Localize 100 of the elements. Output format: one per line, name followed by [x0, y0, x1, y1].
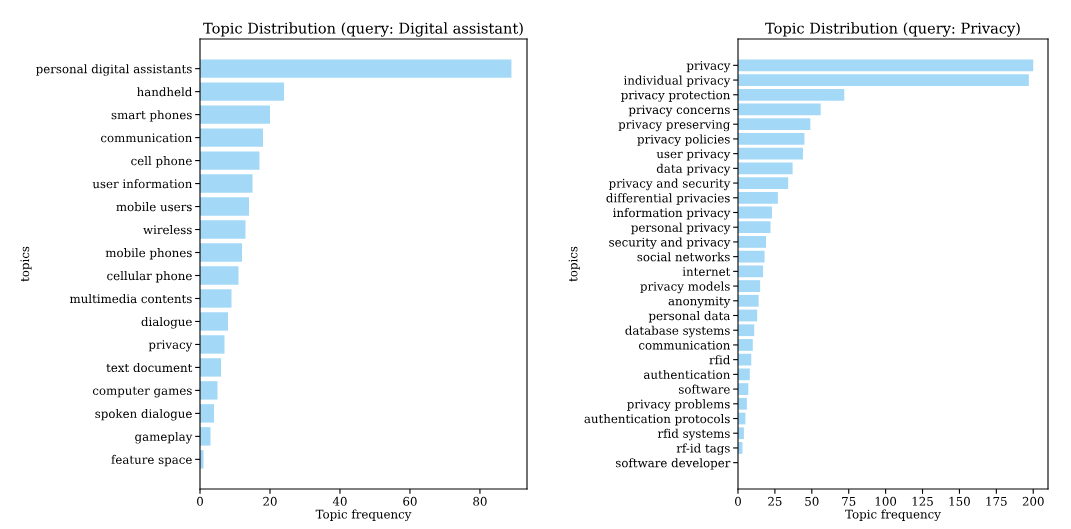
- y-tick-label: cell phone: [131, 156, 192, 168]
- bar: [738, 118, 811, 131]
- bar: [738, 397, 747, 410]
- bar: [200, 105, 270, 124]
- chart-title: Topic Distribution (query: Privacy): [765, 22, 1020, 37]
- x-tick-label: 80: [473, 496, 487, 506]
- y-tick-label: personal privacy: [631, 222, 731, 235]
- y-tick-label: privacy models: [640, 281, 730, 294]
- y-tick-label: anonymity: [668, 296, 731, 308]
- y-tick-label: personal data: [648, 311, 731, 323]
- y-tick-label: user information: [92, 179, 193, 189]
- y-tick-label: privacy: [686, 61, 731, 73]
- bar: [738, 324, 755, 337]
- x-tick-label: 125: [912, 496, 933, 506]
- bar: [738, 133, 805, 145]
- bar: [200, 266, 239, 285]
- bar: [738, 191, 778, 204]
- bar: [738, 339, 753, 351]
- y-tick-label: communication: [100, 133, 193, 143]
- y-tick-label: gameplay: [135, 431, 193, 444]
- bar: [200, 358, 221, 377]
- y-axis-title: topics: [20, 246, 32, 282]
- x-axis-title: Topic frequency: [845, 509, 941, 522]
- y-tick-label: mobile users: [116, 202, 192, 212]
- x-tick-label: 75: [842, 497, 856, 506]
- bar: [738, 236, 767, 248]
- y-tick-label: privacy and security: [608, 178, 731, 191]
- y-tick-label: rfid: [709, 355, 731, 365]
- bar: [738, 353, 752, 366]
- y-tick-label: wireless: [143, 225, 192, 235]
- y-tick-label: privacy: [148, 340, 193, 352]
- y-tick-label: user privacy: [656, 149, 731, 161]
- bar: [200, 335, 225, 354]
- y-tick-label: privacy protection: [621, 90, 731, 102]
- y-tick-label: rfid systems: [657, 428, 730, 441]
- y-tick-label: security and privacy: [609, 237, 731, 250]
- bar: [200, 82, 284, 101]
- x-tick-label: 60: [403, 496, 417, 506]
- y-tick-label: privacy problems: [627, 399, 730, 411]
- bar: [200, 312, 228, 331]
- y-tick-label: mobile phones: [105, 248, 192, 260]
- x-tick-label: 175: [986, 496, 1007, 506]
- y-tick-label: data privacy: [656, 163, 731, 176]
- y-tick-label: authentication protocols: [584, 414, 730, 426]
- bar: [200, 243, 242, 262]
- y-tick-label: feature space: [111, 454, 192, 467]
- y-tick-label: dialogue: [141, 316, 192, 329]
- bar: [738, 206, 772, 219]
- x-tick-label: 150: [949, 496, 970, 506]
- bar: [738, 265, 764, 278]
- y-tick-label: software: [678, 384, 730, 394]
- bar: [200, 151, 260, 170]
- y-tick-label: software developer: [615, 458, 731, 470]
- x-tick-label: 0: [735, 496, 741, 506]
- bar: [738, 368, 750, 381]
- bar: [200, 128, 263, 147]
- y-tick-label: information privacy: [613, 208, 731, 220]
- bar: [738, 103, 821, 116]
- y-tick-label: handheld: [137, 87, 193, 97]
- x-tick-label: 20: [263, 496, 277, 506]
- bar: [738, 74, 1029, 86]
- y-tick-label: individual privacy: [623, 75, 731, 88]
- x-tick-label: 100: [875, 496, 897, 506]
- y-tick-label: database systems: [625, 325, 730, 338]
- y-tick-label: communication: [638, 340, 731, 350]
- bar: [738, 147, 803, 160]
- y-tick-label: authentication: [643, 369, 731, 380]
- y-tick-label: internet: [682, 267, 731, 277]
- y-tick-label: computer games: [92, 386, 192, 398]
- y-tick-label: text document: [106, 362, 193, 373]
- x-axis-title: Topic frequency: [315, 509, 412, 522]
- bar: [200, 59, 512, 78]
- x-tick-label: 25: [768, 496, 782, 506]
- bar: [200, 289, 232, 308]
- bar: [200, 197, 249, 216]
- bar: [200, 404, 214, 423]
- bar: [738, 221, 771, 234]
- y-tick-label: privacy policies: [637, 134, 730, 147]
- y-axis-title: topics: [568, 246, 580, 282]
- bar: [738, 280, 761, 292]
- bar: [200, 381, 218, 400]
- y-tick-label: smart phones: [111, 110, 192, 122]
- bar: [200, 174, 253, 193]
- y-tick-label: rf-id tags: [676, 443, 730, 456]
- bar: [738, 162, 793, 175]
- y-tick-label: privacy preserving: [618, 119, 731, 132]
- y-tick-label: spoken dialogue: [95, 408, 192, 421]
- y-tick-label: social networks: [637, 252, 730, 262]
- bar: [738, 59, 1034, 72]
- x-tick-label: 200: [1022, 496, 1044, 506]
- bar: [738, 88, 845, 101]
- chart-title: Topic Distribution (query: Digital assistant): [203, 22, 523, 37]
- y-tick-label: multimedia contents: [69, 293, 192, 304]
- x-tick-label: 40: [332, 496, 347, 506]
- bar: [738, 250, 765, 263]
- y-tick-label: cellular phone: [107, 271, 192, 283]
- bar: [738, 177, 789, 189]
- x-tick-label: 50: [805, 496, 819, 506]
- x-tick-label: 0: [197, 496, 203, 506]
- y-tick-label: differential privacies: [606, 193, 730, 205]
